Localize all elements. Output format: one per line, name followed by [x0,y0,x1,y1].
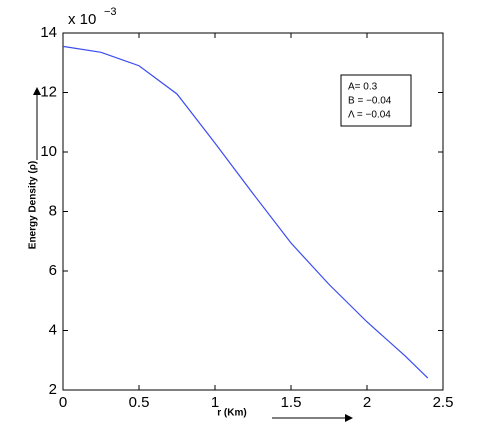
legend-box [340,74,412,127]
x-tick-label: 1.5 [281,394,302,411]
y-tick-label: 14 [40,24,57,41]
legend-entry: A= 0.3 [348,82,378,93]
y-tick-label: 6 [49,262,57,279]
y-tick-label: 10 [40,143,57,160]
x-tick-label: 0.5 [129,394,150,411]
x-tick-label: 1 [211,394,219,411]
y-multiplier-exponent: −3 [104,6,117,18]
y-axis-label: Energy Density (ρ) [28,161,39,249]
legend-entry: B = −0.04 [348,96,392,107]
y-multiplier: x 10 [68,11,96,28]
y-tick-label: 2 [49,381,57,398]
y-tick-label: 4 [49,321,57,338]
x-tick-label: 0 [59,394,67,411]
y-tick-label: 8 [49,202,57,219]
legend-entry: Λ = −0.04 [348,110,391,121]
x-tick-label: 2 [363,394,371,411]
x-tick-label: 2.5 [433,394,454,411]
data-line [62,45,429,379]
x-axis-label: r (Km) [217,408,246,419]
y-tick-label: 12 [40,83,57,100]
